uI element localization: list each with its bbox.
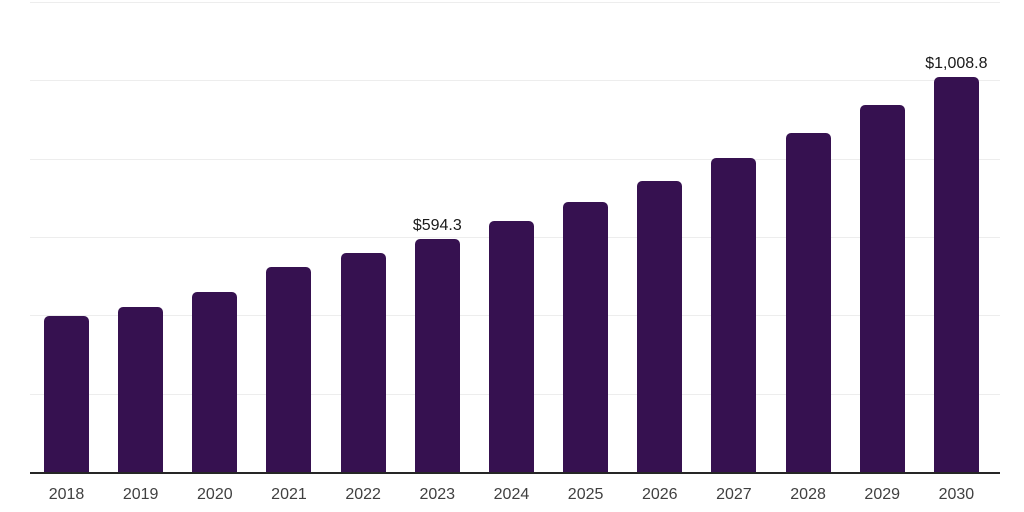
bar-2030 — [933, 76, 979, 472]
bar-slot-2026 — [637, 2, 683, 472]
plot-area: $594.3 $1,008.8 — [30, 2, 1000, 474]
bar-2018 — [44, 316, 89, 472]
bar-slot-2020 — [192, 2, 238, 472]
bar-slot-2019 — [118, 2, 164, 472]
x-axis-labels: 2018 2019 2020 2021 2022 2023 2024 2025 2026 2027… — [30, 485, 1000, 504]
bar-slot-2030: $1,008.8 — [925, 2, 988, 472]
x-tick-2023: 2023 — [419, 486, 456, 503]
bar-2020 — [192, 292, 238, 472]
bar-slot-2024 — [488, 2, 534, 472]
x-tick-2025: 2025 — [567, 486, 604, 503]
x-tick-2020: 2020 — [197, 486, 233, 503]
bar-2025 — [563, 202, 609, 472]
bar-2028 — [785, 132, 831, 472]
x-tick-2030: 2030 — [938, 486, 975, 503]
bar-slot-2029 — [859, 2, 905, 472]
x-tick-2028: 2028 — [790, 486, 826, 503]
bar-slot-2023: $594.3 — [412, 2, 462, 472]
x-tick-2024: 2024 — [493, 486, 530, 503]
bar-2026 — [637, 181, 683, 472]
bar-2023 — [414, 239, 460, 472]
gridline-1200 — [30, 2, 1000, 3]
x-tick-2018: 2018 — [48, 486, 85, 503]
bar-slot-2025 — [563, 2, 609, 472]
x-tick-2027: 2027 — [716, 486, 752, 503]
bar-slot-2028 — [785, 2, 831, 472]
bar-2029 — [859, 105, 905, 472]
bar-value-label-2023: $594.3 — [412, 217, 462, 235]
x-tick-2029: 2029 — [864, 486, 901, 503]
bar-2021 — [266, 267, 312, 472]
x-tick-2022: 2022 — [345, 486, 381, 503]
bar-2027 — [711, 158, 757, 472]
x-tick-2026: 2026 — [641, 486, 678, 503]
bar-slot-2021 — [266, 2, 312, 472]
bar-2022 — [340, 253, 386, 472]
gridline-1000 — [30, 80, 1000, 82]
bar-2024 — [488, 221, 534, 472]
bar-2019 — [118, 306, 164, 472]
bar-slot-2022 — [340, 2, 386, 472]
x-tick-2021: 2021 — [271, 486, 307, 503]
bar-value-label-2030: $1,008.8 — [925, 54, 988, 72]
bar-slot-2027 — [711, 2, 757, 472]
gridline-800 — [30, 158, 1000, 160]
x-tick-2019: 2019 — [122, 486, 159, 503]
bars-layer: $594.3 $1,008.8 — [30, 2, 1000, 472]
bar-slot-2018 — [44, 2, 89, 472]
